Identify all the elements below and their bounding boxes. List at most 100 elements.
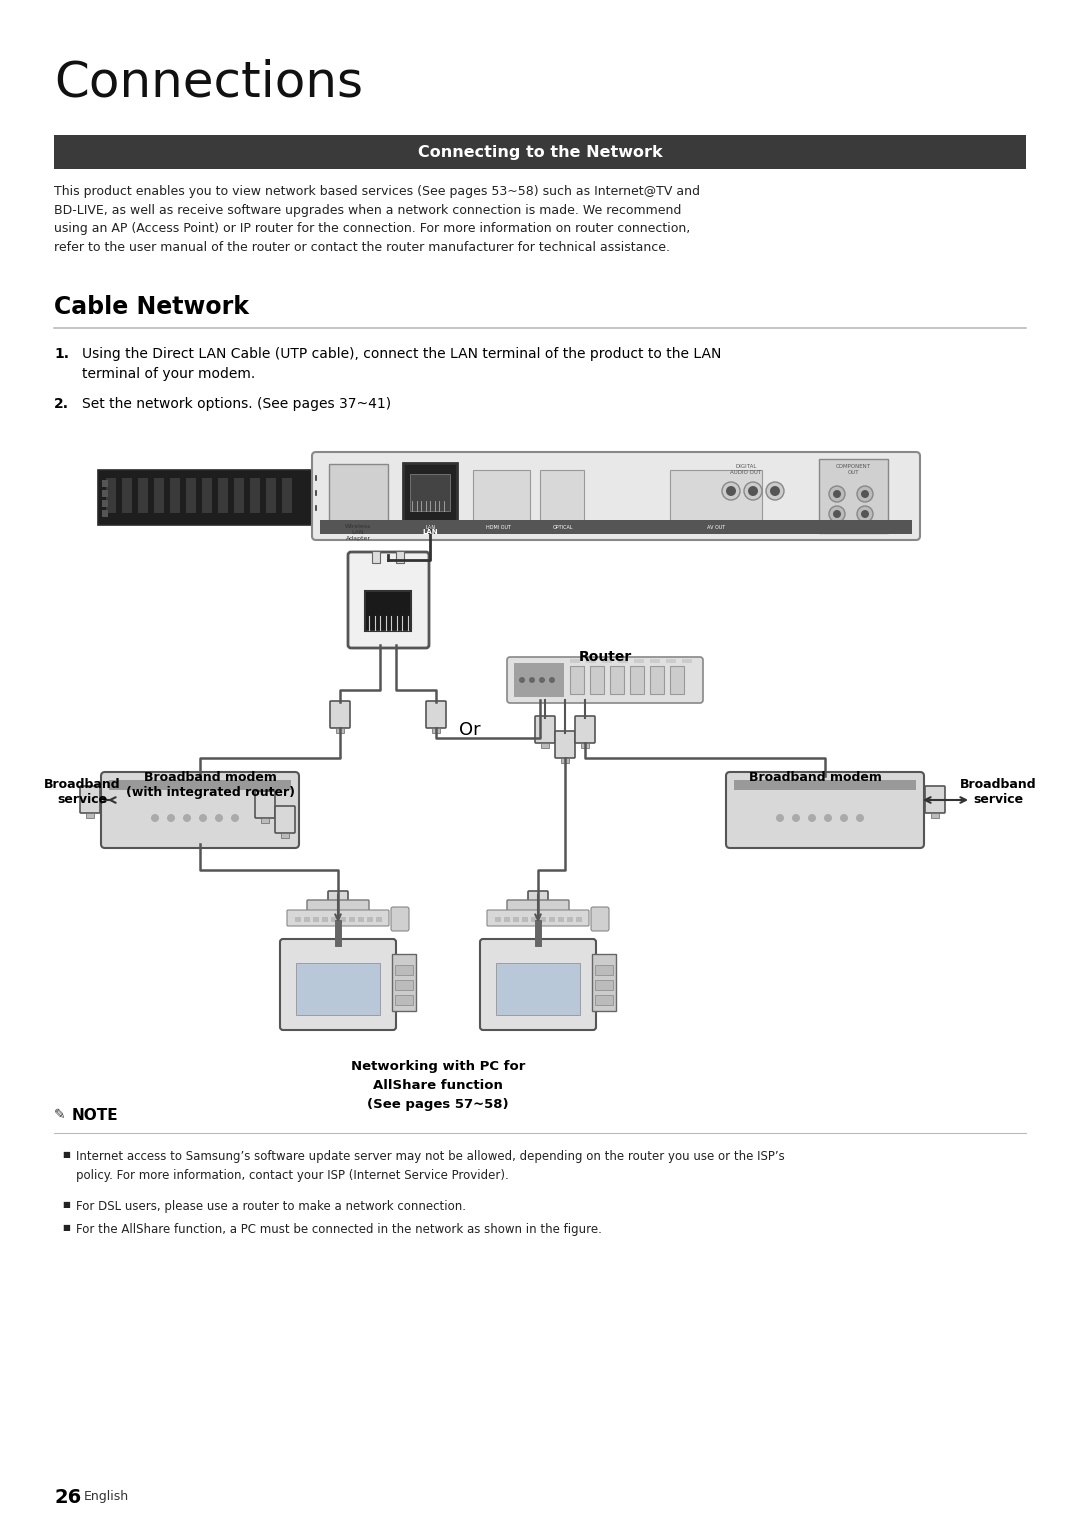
Text: Or: Or [459,722,481,738]
Text: AV OUT: AV OUT [707,524,725,530]
Bar [249,478,260,513]
FancyBboxPatch shape [426,702,446,728]
Bar [495,918,501,922]
Text: Broadband
service: Broadband service [960,778,1037,806]
Circle shape [858,486,873,502]
FancyBboxPatch shape [80,786,100,813]
Text: OPTICAL: OPTICAL [551,524,573,529]
Text: Broadband
service: Broadband service [43,778,120,806]
FancyBboxPatch shape [575,715,595,743]
Bar [734,780,916,791]
FancyBboxPatch shape [487,910,589,925]
Bar [320,519,912,535]
Bar [395,994,413,1005]
FancyBboxPatch shape [307,899,369,915]
Text: 2.: 2. [54,397,69,411]
Circle shape [539,677,545,683]
Text: ■: ■ [62,1200,70,1209]
FancyBboxPatch shape [528,892,548,918]
FancyBboxPatch shape [480,939,596,1030]
Bar [570,659,580,663]
Bar [540,918,546,922]
Bar [395,965,413,974]
Circle shape [829,506,845,522]
Bar [630,666,644,694]
Bar [650,666,664,694]
Bar [534,918,542,922]
Circle shape [824,813,832,823]
Circle shape [183,813,191,823]
Bar [282,478,292,513]
Bar [295,918,301,922]
Bar [561,758,569,763]
Bar [576,918,582,922]
Bar [666,659,676,663]
Bar [234,478,244,513]
Bar [541,743,549,748]
Circle shape [792,813,800,823]
Circle shape [167,813,175,823]
Circle shape [199,813,207,823]
FancyBboxPatch shape [403,463,457,527]
Circle shape [808,813,816,823]
Text: Wireless
LAN
Adapter: Wireless LAN Adapter [345,524,372,541]
Bar [102,499,108,507]
Circle shape [833,510,841,518]
Text: LAN: LAN [426,524,436,530]
Bar [595,994,613,1005]
Bar [261,818,269,823]
Circle shape [861,490,869,498]
Text: For the AllShare function, a PC must be connected in the network as shown in the: For the AllShare function, a PC must be … [76,1223,602,1236]
FancyBboxPatch shape [255,791,275,818]
Text: DIGITAL
AUDIO OUT: DIGITAL AUDIO OUT [730,464,761,475]
Bar [313,918,319,922]
Text: ✎: ✎ [54,1108,66,1121]
Circle shape [549,677,555,683]
Bar [109,780,291,791]
Bar [138,478,148,513]
Bar [618,659,627,663]
Bar [558,918,564,922]
Bar [513,918,519,922]
Bar [154,478,164,513]
Circle shape [777,813,784,823]
Text: Broadband modem: Broadband modem [748,771,881,784]
FancyBboxPatch shape [329,464,388,522]
Bar [567,918,573,922]
FancyBboxPatch shape [330,702,350,728]
Bar [281,833,289,838]
Bar [102,510,108,516]
Circle shape [770,486,780,496]
Bar [266,478,276,513]
Bar [296,964,380,1016]
Bar [122,478,132,513]
Text: ■: ■ [62,1151,70,1160]
Text: HDMI OUT: HDMI OUT [487,524,515,529]
Bar [303,918,310,922]
Bar [496,964,580,1016]
Bar [681,659,692,663]
Bar [395,980,413,990]
FancyBboxPatch shape [102,772,299,849]
Circle shape [833,490,841,498]
Circle shape [840,813,848,823]
Bar [340,918,346,922]
Text: Connecting to the Network: Connecting to the Network [418,144,662,159]
Bar [336,728,345,732]
Bar [349,918,355,922]
FancyBboxPatch shape [280,939,396,1030]
Text: Cable Network: Cable Network [54,296,249,319]
Bar [514,663,564,697]
Text: OPTICAL: OPTICAL [553,524,573,530]
Text: For DSL users, please use a router to make a network connection.: For DSL users, please use a router to ma… [76,1200,465,1213]
Circle shape [519,677,525,683]
Bar [650,659,660,663]
Bar [322,918,328,922]
Text: Broadband modem
(with integrated router): Broadband modem (with integrated router) [125,771,295,800]
Bar [372,552,380,562]
FancyBboxPatch shape [98,470,316,525]
Bar [595,965,613,974]
Bar [432,728,440,732]
Bar [376,918,382,922]
Bar [504,918,510,922]
